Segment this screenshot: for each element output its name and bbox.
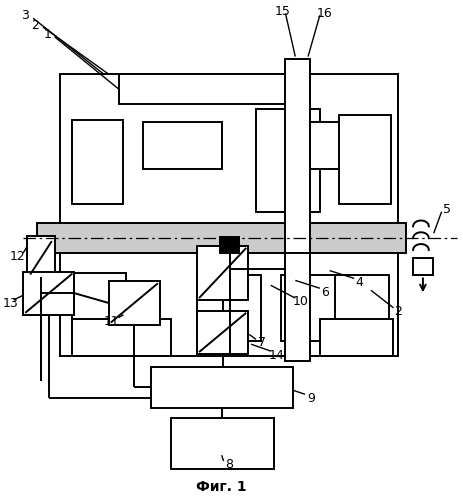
Text: 7: 7 (257, 336, 265, 349)
Bar (72, 318, 170, 356)
Bar (219, 237, 239, 253)
Text: 16: 16 (316, 7, 332, 20)
Text: 15: 15 (274, 5, 290, 18)
Text: 2: 2 (394, 306, 401, 318)
Text: 4: 4 (354, 276, 362, 289)
Bar (37, 224, 406, 253)
Bar (23, 272, 74, 315)
Bar (197, 246, 248, 300)
Bar (285, 253, 309, 361)
Bar (334, 276, 388, 336)
Text: 13: 13 (3, 298, 19, 310)
Text: 12: 12 (10, 250, 25, 264)
Bar (285, 60, 309, 253)
Bar (72, 272, 126, 342)
Text: 14: 14 (268, 348, 284, 362)
Text: 2: 2 (31, 18, 39, 32)
Bar (143, 122, 221, 170)
Text: 11: 11 (104, 315, 119, 328)
Text: 9: 9 (307, 392, 314, 404)
Bar (150, 367, 293, 408)
Bar (319, 318, 393, 356)
Bar (60, 74, 398, 224)
Bar (197, 311, 248, 354)
Bar (60, 253, 398, 356)
Bar (170, 418, 273, 469)
Text: 3: 3 (21, 9, 29, 22)
Text: 8: 8 (225, 458, 233, 470)
Bar (72, 120, 123, 204)
Bar (280, 274, 344, 342)
Bar (412, 258, 432, 276)
Bar (309, 122, 363, 170)
Bar (108, 282, 159, 325)
Bar (339, 116, 390, 204)
Bar (27, 236, 55, 278)
Text: 10: 10 (292, 296, 307, 308)
Text: 1: 1 (44, 28, 52, 42)
Bar (197, 274, 260, 342)
Bar (256, 108, 319, 212)
Text: 5: 5 (443, 203, 450, 216)
Bar (119, 74, 309, 104)
Text: Фиг. 1: Фиг. 1 (196, 480, 246, 494)
Text: 6: 6 (320, 286, 328, 298)
